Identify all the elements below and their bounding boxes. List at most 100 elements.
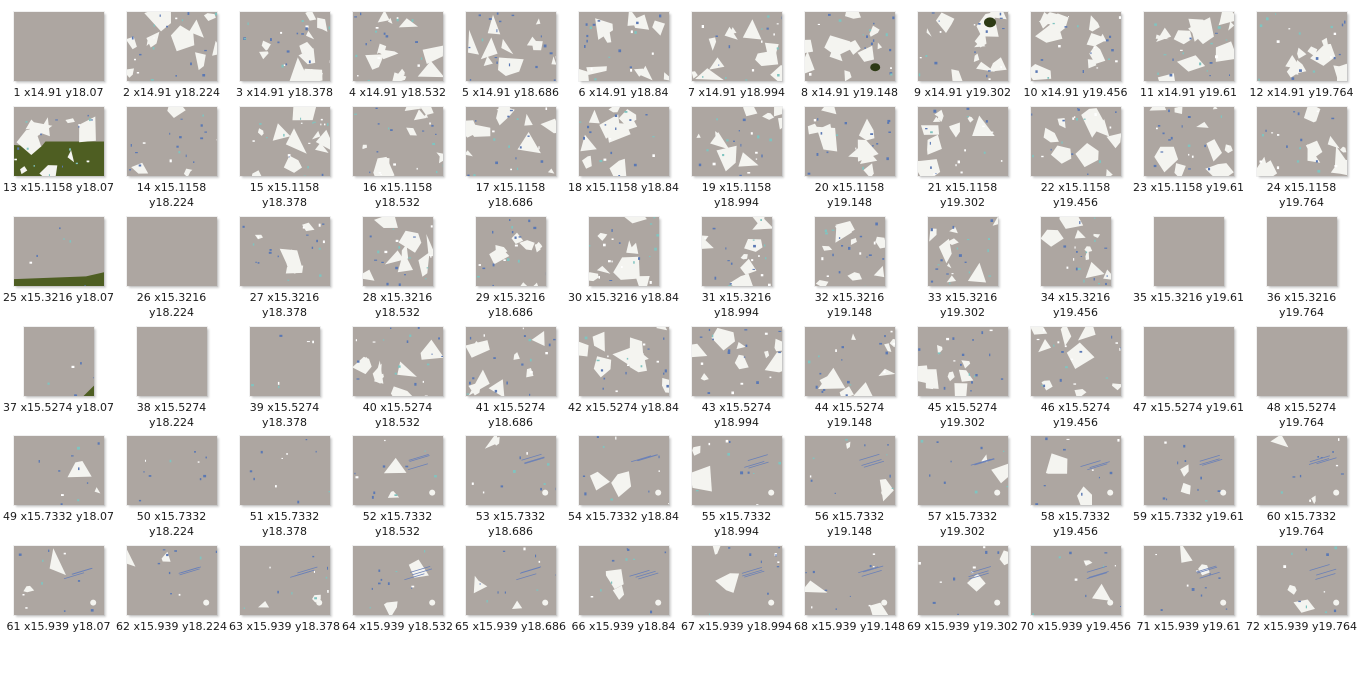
thumbnail-image[interactable] [1143, 436, 1234, 505]
thumbnail-image[interactable] [917, 327, 1008, 396]
thumbnail-image[interactable] [1266, 217, 1337, 286]
thumbnail-image[interactable] [1256, 546, 1347, 615]
file-item[interactable]: 71 x15.939 y19.61 [1132, 546, 1245, 651]
file-item[interactable]: 28 x15.3216 y18.532 [341, 217, 454, 322]
file-item[interactable]: 70 x15.939 y19.456 [1019, 546, 1132, 651]
thumbnail-image[interactable] [239, 546, 330, 615]
file-item[interactable]: 55 x15.7332 y18.994 [680, 436, 793, 541]
file-item[interactable]: 9 x14.91 y19.302 [906, 12, 1019, 117]
file-item[interactable]: 42 x15.5274 y18.84 [567, 327, 680, 432]
file-item[interactable]: 47 x15.5274 y19.61 [1132, 327, 1245, 432]
file-item[interactable]: 8 x14.91 y19.148 [793, 12, 906, 117]
file-item[interactable]: 72 x15.939 y19.764 [1245, 546, 1358, 651]
file-item[interactable]: 25 x15.3216 y18.07 [2, 217, 115, 322]
thumbnail-image[interactable] [13, 217, 104, 286]
file-item[interactable]: 20 x15.1158 y19.148 [793, 107, 906, 212]
thumbnail-image[interactable] [804, 436, 895, 505]
file-item[interactable]: 30 x15.3216 y18.84 [567, 217, 680, 322]
file-item[interactable]: 26 x15.3216 y18.224 [115, 217, 228, 322]
file-item[interactable]: 5 x14.91 y18.686 [454, 12, 567, 117]
file-item[interactable]: 2 x14.91 y18.224 [115, 12, 228, 117]
file-item[interactable]: 56 x15.7332 y19.148 [793, 436, 906, 541]
file-item[interactable]: 3 x14.91 y18.378 [228, 12, 341, 117]
thumbnail-image[interactable] [917, 546, 1008, 615]
file-item[interactable]: 66 x15.939 y18.84 [567, 546, 680, 651]
thumbnail-image[interactable] [1030, 546, 1121, 615]
thumbnail-image[interactable] [13, 436, 104, 505]
thumbnail-image[interactable] [578, 327, 669, 396]
file-item[interactable]: 51 x15.7332 y18.378 [228, 436, 341, 541]
thumbnail-image[interactable] [1256, 107, 1347, 176]
thumbnail-image[interactable] [1040, 217, 1111, 286]
file-item[interactable]: 16 x15.1158 y18.532 [341, 107, 454, 212]
thumbnail-image[interactable] [465, 327, 556, 396]
thumbnail-image[interactable] [804, 327, 895, 396]
file-item[interactable]: 58 x15.7332 y19.456 [1019, 436, 1132, 541]
file-item[interactable]: 21 x15.1158 y19.302 [906, 107, 1019, 212]
file-item[interactable]: 54 x15.7332 y18.84 [567, 436, 680, 541]
file-item[interactable]: 14 x15.1158 y18.224 [115, 107, 228, 212]
thumbnail-image[interactable] [1256, 436, 1347, 505]
file-item[interactable]: 68 x15.939 y19.148 [793, 546, 906, 651]
file-item[interactable]: 43 x15.5274 y18.994 [680, 327, 793, 432]
thumbnail-image[interactable] [804, 546, 895, 615]
file-item[interactable]: 29 x15.3216 y18.686 [454, 217, 567, 322]
thumbnail-image[interactable] [588, 217, 659, 286]
thumbnail-image[interactable] [691, 107, 782, 176]
file-item[interactable]: 18 x15.1158 y18.84 [567, 107, 680, 212]
thumbnail-image[interactable] [465, 12, 556, 81]
thumbnail-image[interactable] [1256, 12, 1347, 81]
thumbnail-image[interactable] [239, 12, 330, 81]
file-item[interactable]: 61 x15.939 y18.07 [2, 546, 115, 651]
thumbnail-image[interactable] [465, 436, 556, 505]
thumbnail-image[interactable] [465, 107, 556, 176]
thumbnail-image[interactable] [239, 217, 330, 286]
thumbnail-image[interactable] [804, 12, 895, 81]
file-item[interactable]: 35 x15.3216 y19.61 [1132, 217, 1245, 322]
thumbnail-image[interactable] [136, 327, 207, 396]
file-item[interactable]: 32 x15.3216 y19.148 [793, 217, 906, 322]
file-item[interactable]: 53 x15.7332 y18.686 [454, 436, 567, 541]
file-item[interactable]: 11 x14.91 y19.61 [1132, 12, 1245, 117]
thumbnail-image[interactable] [126, 546, 217, 615]
file-item[interactable]: 40 x15.5274 y18.532 [341, 327, 454, 432]
thumbnail-image[interactable] [126, 107, 217, 176]
thumbnail-image[interactable] [352, 436, 443, 505]
thumbnail-image[interactable] [701, 217, 772, 286]
thumbnail-image[interactable] [1143, 546, 1234, 615]
file-item[interactable]: 7 x14.91 y18.994 [680, 12, 793, 117]
file-item[interactable]: 22 x15.1158 y19.456 [1019, 107, 1132, 212]
file-item[interactable]: 23 x15.1158 y19.61 [1132, 107, 1245, 212]
thumbnail-image[interactable] [239, 107, 330, 176]
file-item[interactable]: 13 x15.1158 y18.07 [2, 107, 115, 212]
file-item[interactable]: 15 x15.1158 y18.378 [228, 107, 341, 212]
file-item[interactable]: 44 x15.5274 y19.148 [793, 327, 906, 432]
file-item[interactable]: 34 x15.3216 y19.456 [1019, 217, 1132, 322]
thumbnail-image[interactable] [126, 12, 217, 81]
thumbnail-image[interactable] [352, 12, 443, 81]
thumbnail-image[interactable] [23, 327, 94, 396]
file-item[interactable]: 37 x15.5274 y18.07 [2, 327, 115, 432]
thumbnail-image[interactable] [578, 12, 669, 81]
file-item[interactable]: 45 x15.5274 y19.302 [906, 327, 1019, 432]
thumbnail-image[interactable] [927, 217, 998, 286]
thumbnail-image[interactable] [13, 546, 104, 615]
thumbnail-image[interactable] [691, 327, 782, 396]
file-item[interactable]: 27 x15.3216 y18.378 [228, 217, 341, 322]
thumbnail-image[interactable] [362, 217, 433, 286]
file-item[interactable]: 67 x15.939 y18.994 [680, 546, 793, 651]
thumbnail-image[interactable] [814, 217, 885, 286]
file-item[interactable]: 6 x14.91 y18.84 [567, 12, 680, 117]
file-item[interactable]: 10 x14.91 y19.456 [1019, 12, 1132, 117]
file-item[interactable]: 46 x15.5274 y19.456 [1019, 327, 1132, 432]
file-item[interactable]: 36 x15.3216 y19.764 [1245, 217, 1358, 322]
thumbnail-image[interactable] [352, 327, 443, 396]
thumbnail-image[interactable] [1030, 436, 1121, 505]
file-item[interactable]: 31 x15.3216 y18.994 [680, 217, 793, 322]
file-item[interactable]: 33 x15.3216 y19.302 [906, 217, 1019, 322]
thumbnail-image[interactable] [1030, 327, 1121, 396]
thumbnail-image[interactable] [917, 107, 1008, 176]
thumbnail-image[interactable] [691, 436, 782, 505]
file-item[interactable]: 17 x15.1158 y18.686 [454, 107, 567, 212]
file-item[interactable]: 49 x15.7332 y18.07 [2, 436, 115, 541]
